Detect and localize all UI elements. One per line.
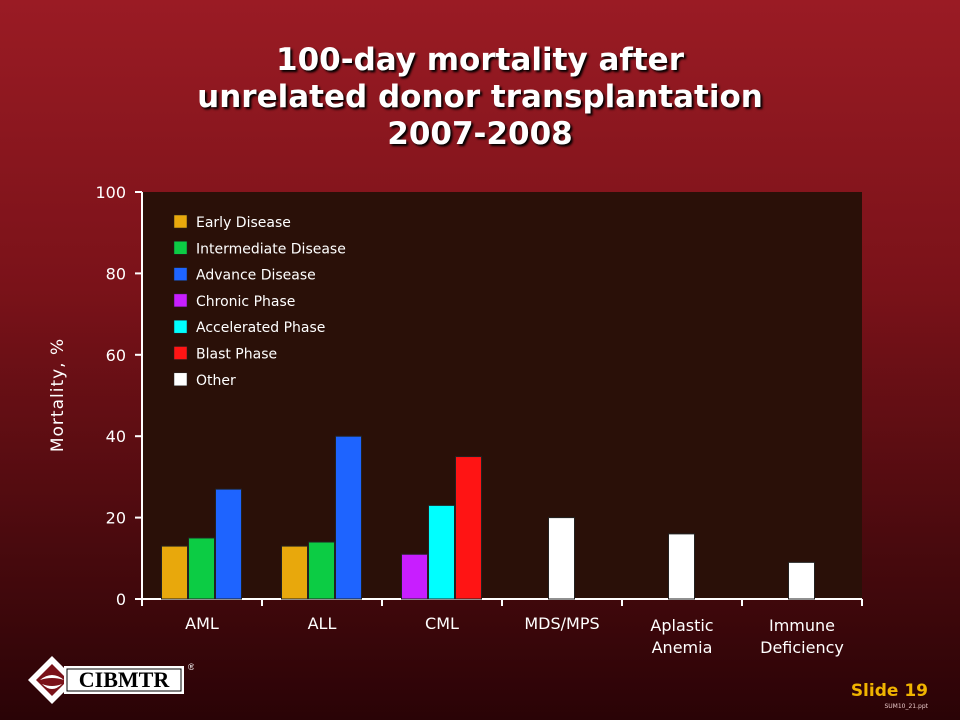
legend-label: Intermediate Disease xyxy=(196,241,346,257)
y-tick-label: 60 xyxy=(106,346,126,365)
x-tick-label: AML xyxy=(185,614,219,633)
bar xyxy=(788,561,815,600)
x-tick-label: CML xyxy=(425,614,459,633)
logo-registered-mark: ® xyxy=(188,662,194,672)
y-axis-label: Mortality, % xyxy=(48,337,68,453)
slide-title: 100-day mortality after unrelated donor … xyxy=(0,42,960,153)
slide-number: Slide 19 xyxy=(850,681,928,701)
cibmtr-logo: CIBMTR ® xyxy=(28,656,194,704)
y-tick-label: 20 xyxy=(106,509,126,528)
x-tick-label: Immune xyxy=(769,616,835,635)
title-line-2: unrelated donor transplantation xyxy=(197,79,763,115)
legend-swatch xyxy=(173,346,188,360)
x-tick-label: ALL xyxy=(308,614,337,633)
legend-label: Chronic Phase xyxy=(196,294,295,310)
bar xyxy=(401,553,428,600)
title-line-3: 2007-2008 xyxy=(387,116,573,152)
file-reference: SUM10_21.ppt xyxy=(884,703,928,710)
legend-swatch xyxy=(173,214,188,229)
legend-swatch xyxy=(173,267,188,281)
x-tick-label: Deficiency xyxy=(760,638,844,657)
legend-swatch xyxy=(173,319,188,334)
legend-swatch xyxy=(173,293,188,308)
bar xyxy=(668,533,695,600)
bar xyxy=(161,545,188,600)
y-tick-label: 0 xyxy=(116,590,126,609)
y-tick-label: 40 xyxy=(106,427,126,446)
legend-label: Early Disease xyxy=(196,215,291,231)
legend-label: Advance Disease xyxy=(196,268,316,284)
x-tick-label: MDS/MPS xyxy=(524,614,599,633)
bar xyxy=(308,541,335,600)
x-tick-label: Aplastic xyxy=(650,616,713,635)
plot-area xyxy=(142,192,862,599)
bar xyxy=(215,488,242,600)
logo-text: CIBMTR xyxy=(79,667,171,692)
y-tick-label: 100 xyxy=(95,183,126,202)
legend-label: Accelerated Phase xyxy=(196,320,325,336)
bar xyxy=(188,537,215,600)
legend-label: Other xyxy=(196,373,236,389)
legend-label: Blast Phase xyxy=(196,347,277,363)
legend-swatch xyxy=(173,241,188,255)
bar xyxy=(428,504,455,600)
bar xyxy=(548,517,575,600)
y-tick-label: 80 xyxy=(106,264,126,283)
legend-swatch xyxy=(173,372,188,387)
x-tick-label: Anemia xyxy=(652,638,713,657)
bar xyxy=(281,545,308,600)
bar xyxy=(455,456,482,600)
title-line-1: 100-day mortality after xyxy=(276,42,684,78)
bar xyxy=(335,435,362,600)
